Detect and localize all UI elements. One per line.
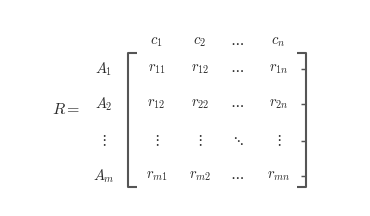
- Text: $\cdots$: $\cdots$: [230, 169, 244, 183]
- Text: $r_{m2}$: $r_{m2}$: [189, 169, 211, 183]
- Text: $\cdots$: $\cdots$: [230, 62, 244, 76]
- Text: $r_{22}$: $r_{22}$: [191, 97, 209, 111]
- Text: $r_{mn}$: $r_{mn}$: [267, 169, 290, 183]
- Text: $r_{m1}$: $r_{m1}$: [146, 169, 168, 183]
- Text: $\cdots$: $\cdots$: [230, 97, 244, 111]
- Text: $c_2$: $c_2$: [193, 35, 206, 49]
- Text: $\vdots$: $\vdots$: [275, 133, 282, 148]
- Text: $r_{1n}$: $r_{1n}$: [269, 62, 288, 76]
- Text: $\vdots$: $\vdots$: [100, 133, 107, 148]
- Text: $A_2$: $A_2$: [95, 95, 112, 113]
- Text: $c_n$: $c_n$: [272, 35, 286, 49]
- Text: $r_{11}$: $r_{11}$: [148, 62, 166, 76]
- Text: $c_1$: $c_1$: [150, 35, 163, 49]
- Text: $R=$: $R=$: [52, 101, 80, 118]
- Text: $\vdots$: $\vdots$: [153, 133, 160, 148]
- Text: $A_m$: $A_m$: [93, 168, 114, 185]
- Text: $\cdots$: $\cdots$: [230, 35, 244, 49]
- Text: $\ddots$: $\ddots$: [231, 134, 243, 148]
- Text: $A_1$: $A_1$: [95, 60, 112, 78]
- Text: $r_{12}$: $r_{12}$: [191, 62, 209, 76]
- Text: $r_{12}$: $r_{12}$: [148, 97, 166, 111]
- Text: $\vdots$: $\vdots$: [196, 133, 203, 148]
- Text: $r_{2n}$: $r_{2n}$: [269, 97, 288, 111]
